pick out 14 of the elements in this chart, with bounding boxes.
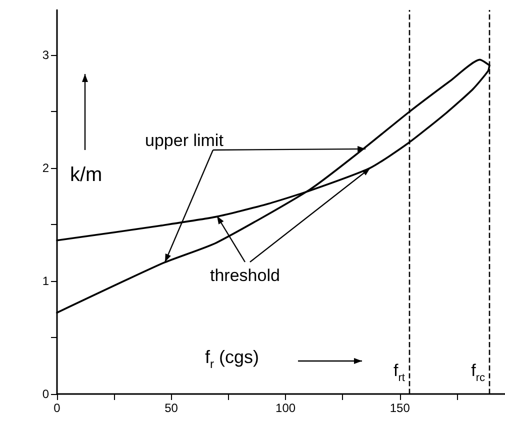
ref-line-label: f$_{rc}$: [471, 361, 486, 384]
y-axis-title: k/m: [70, 164, 102, 186]
y-tick-label: 0: [42, 387, 50, 401]
annotation: upper limit: [145, 131, 224, 150]
x-tick-label: 50: [164, 401, 178, 415]
y-tick-label: 2: [42, 161, 50, 176]
ref-line-label: f$_{rt}$: [394, 361, 405, 384]
y-tick-label: 3: [42, 48, 50, 62]
y-tick-label: 1: [42, 274, 50, 288]
x-tick-label: 0: [54, 401, 61, 415]
x-axis-title: f$_{r}$ (cgs): [205, 346, 260, 372]
annotation: threshold: [210, 266, 280, 286]
x-tick-label: 100: [276, 401, 296, 415]
x-tick-label: 150: [390, 401, 410, 415]
